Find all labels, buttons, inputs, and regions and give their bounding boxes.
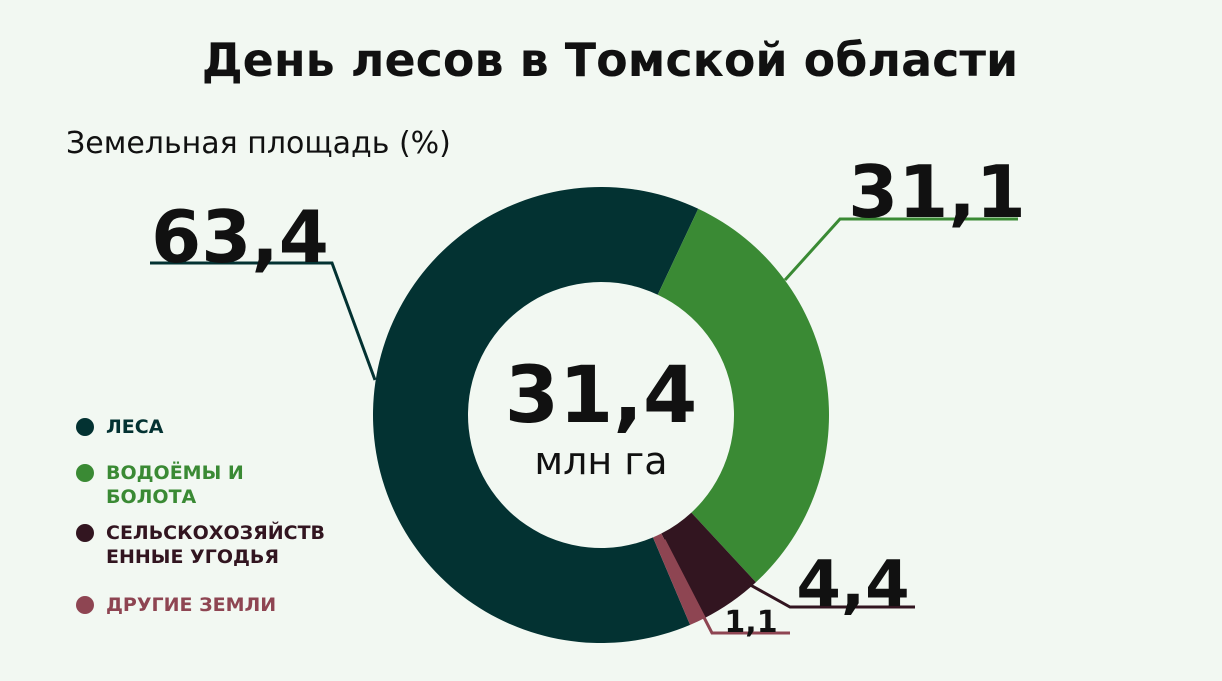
value-label: 63,4 bbox=[151, 195, 329, 279]
legend-item: ЛЕСА bbox=[76, 415, 336, 439]
legend-label: ЛЕСА bbox=[106, 416, 164, 438]
legend-marker bbox=[76, 596, 94, 614]
center-unit: млн га bbox=[534, 439, 667, 483]
leader-line bbox=[150, 261, 377, 381]
value-label: 1,1 bbox=[724, 605, 777, 640]
legend-item: СЕЛЬСКОХОЗЯЙСТВЕННЫЕ УГОДЬЯ bbox=[76, 521, 336, 569]
donut-segment bbox=[657, 208, 829, 583]
chart-title: День лесов в Томской области bbox=[202, 33, 1019, 87]
donut-segment bbox=[661, 512, 756, 619]
donut-segment bbox=[373, 187, 699, 643]
legend-marker bbox=[76, 464, 94, 482]
legend-item: ВОДОЁМЫ И БОЛОТА bbox=[76, 461, 336, 509]
legend-label: ДРУГИЕ ЗЕМЛИ bbox=[106, 594, 277, 616]
legend-marker bbox=[76, 418, 94, 436]
legend-label: СЕЛЬСКОХОЗЯЙСТВЕННЫЕ УГОДЬЯ bbox=[106, 522, 326, 568]
legend-marker bbox=[76, 524, 94, 542]
center-value: 31,4 bbox=[505, 351, 697, 441]
donut-segment bbox=[652, 533, 705, 625]
leader-line bbox=[783, 217, 1018, 282]
value-label: 4,4 bbox=[796, 548, 909, 622]
leader-line bbox=[744, 580, 915, 609]
legend-label: ВОДОЁМЫ И БОЛОТА bbox=[106, 462, 244, 508]
leader-line bbox=[662, 539, 790, 635]
chart-subtitle: Земельная площадь (%) bbox=[66, 126, 451, 161]
value-label: 31,1 bbox=[848, 150, 1026, 234]
legend-item: ДРУГИЕ ЗЕМЛИ bbox=[76, 593, 336, 617]
